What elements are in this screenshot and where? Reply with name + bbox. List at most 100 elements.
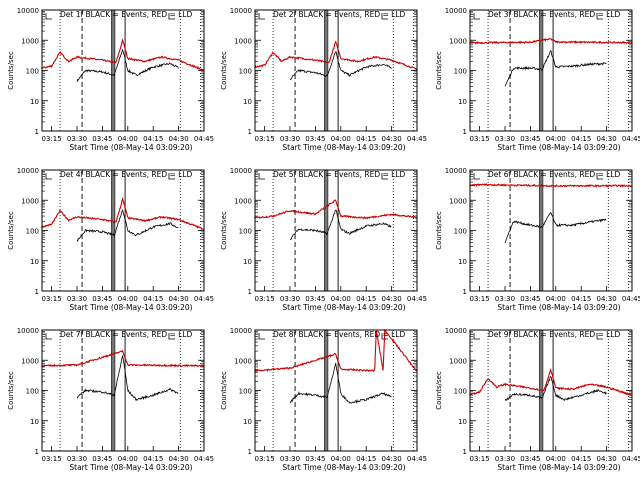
y-tick-label: 100 (454, 388, 467, 396)
x-axis-label: Start Time (08-May-14 03:09:20) (497, 463, 620, 472)
x-tick-label: 04:15 (356, 295, 376, 303)
y-axis-label: Counts/sec (220, 51, 228, 90)
events-series-line (289, 51, 392, 81)
x-tick-label: 03:30 (67, 455, 87, 463)
lld-series-line (469, 183, 633, 188)
y-tick-label: 10 (30, 418, 39, 426)
events-series-line (76, 48, 179, 83)
x-tick-label: 03:45 (520, 455, 540, 463)
lld-series-line (254, 329, 418, 373)
plot-frame (41, 329, 205, 452)
x-tick-label: 03:45 (92, 295, 112, 303)
y-tick-label: 10000 (17, 7, 39, 15)
x-tick-label: 03:45 (520, 295, 540, 303)
x-tick-label: 03:30 (280, 455, 300, 463)
x-tick-label: 04:00 (118, 295, 138, 303)
x-tick-label: 04:00 (331, 455, 351, 463)
lld-series-line (41, 38, 205, 72)
corner-marker-right (596, 173, 603, 180)
x-tick-label: 04:30 (597, 455, 617, 463)
x-axis-label: Start Time (08-May-14 03:09:20) (69, 463, 192, 472)
y-tick-label: 1000 (21, 197, 39, 205)
y-tick-label: 1000 (21, 357, 39, 365)
events-series-line (504, 375, 607, 402)
x-tick-label: 04:15 (143, 295, 163, 303)
y-tick-label: 10000 (17, 167, 39, 175)
plot-frame (254, 169, 418, 292)
y-tick-label: 1000 (449, 357, 467, 365)
corner-marker-left (45, 173, 52, 180)
chart-panel: 1 10 100 1000 10000 03:15 03:30 03:45 04:00 04:15… (220, 327, 427, 472)
x-tick-label: 04:30 (382, 295, 402, 303)
chart-panel: 1 10 100 1000 10000 03:15 03:30 03:45 04:00 04:15… (7, 167, 214, 312)
chart-title: Det 7f BLACK = Events, RED = LLD (60, 330, 193, 339)
x-tick-label: 04:45 (407, 135, 427, 143)
events-series-line (504, 211, 607, 244)
events-series-line (76, 209, 179, 243)
y-tick-label: 100 (239, 68, 252, 76)
y-tick-label: 10 (458, 258, 467, 266)
x-tick-label: 03:15 (470, 135, 490, 143)
x-tick-label: 04:45 (622, 455, 640, 463)
y-tick-label: 10000 (445, 327, 467, 335)
chart-title: Det 6f BLACK = Events, RED = LLD (488, 170, 621, 179)
x-tick-label: 04:15 (356, 455, 376, 463)
x-tick-label: 04:00 (546, 295, 566, 303)
lld-series-line (469, 37, 633, 45)
x-tick-label: 04:45 (194, 295, 214, 303)
y-tick-label: 10000 (230, 7, 252, 15)
x-tick-label: 04:30 (597, 295, 617, 303)
corner-marker-left (258, 333, 265, 340)
x-axis-label: Start Time (08-May-14 03:09:20) (497, 143, 620, 152)
corner-marker-right (168, 333, 175, 340)
y-tick-label: 10 (243, 258, 252, 266)
y-axis-label: Counts/sec (7, 51, 15, 90)
corner-marker-right (168, 13, 175, 20)
plot-frame (41, 9, 205, 132)
y-tick-label: 1 (463, 448, 467, 456)
y-axis-label: Counts/sec (7, 371, 15, 410)
corner-marker-left (258, 173, 265, 180)
chart-title: Det 2f BLACK = Events, RED = LLD (273, 10, 406, 19)
y-tick-label: 10000 (230, 327, 252, 335)
chart-title: Det 4f BLACK = Events, RED = LLD (60, 170, 193, 179)
chart-panel: 1 10 100 1000 10000 03:15 03:30 03:45 04:00 04:15… (220, 7, 427, 152)
corner-marker-right (596, 13, 603, 20)
x-tick-label: 04:45 (407, 455, 427, 463)
y-axis-label: Counts/sec (7, 211, 15, 250)
x-tick-label: 03:45 (305, 295, 325, 303)
corner-marker-left (473, 333, 480, 340)
x-tick-label: 04:15 (571, 135, 591, 143)
corner-marker-right (381, 333, 388, 340)
y-axis-label: Counts/sec (435, 371, 443, 410)
x-tick-label: 03:30 (280, 135, 300, 143)
events-series-line (289, 209, 392, 240)
y-tick-label: 1 (248, 448, 252, 456)
x-tick-label: 03:45 (305, 455, 325, 463)
y-axis-label: Counts/sec (220, 211, 228, 250)
chart-panel: 1 10 100 1000 10000 03:15 03:30 03:45 04:00 04:15… (220, 167, 427, 312)
x-tick-label: 04:15 (571, 295, 591, 303)
lld-series-line (40, 349, 205, 368)
x-tick-label: 03:15 (255, 455, 275, 463)
x-tick-label: 04:15 (356, 135, 376, 143)
chart-title: Det 1f BLACK = Events, RED = LLD (60, 10, 193, 19)
y-tick-label: 1000 (234, 357, 252, 365)
x-tick-label: 03:15 (255, 295, 275, 303)
y-tick-label: 1000 (234, 37, 252, 45)
y-axis-label: Counts/sec (435, 211, 443, 250)
y-tick-label: 1000 (21, 37, 39, 45)
corner-marker-left (473, 173, 480, 180)
corner-marker-right (381, 173, 388, 180)
y-tick-label: 10000 (445, 167, 467, 175)
x-axis-label: Start Time (08-May-14 03:09:20) (282, 143, 405, 152)
x-tick-label: 03:30 (495, 295, 515, 303)
plot-frame (254, 329, 418, 452)
x-tick-label: 04:15 (143, 455, 163, 463)
lld-series-line (41, 196, 205, 231)
x-tick-label: 03:30 (495, 455, 515, 463)
x-tick-label: 03:30 (67, 295, 87, 303)
plot-frame (469, 329, 633, 452)
y-tick-label: 1 (35, 448, 39, 456)
